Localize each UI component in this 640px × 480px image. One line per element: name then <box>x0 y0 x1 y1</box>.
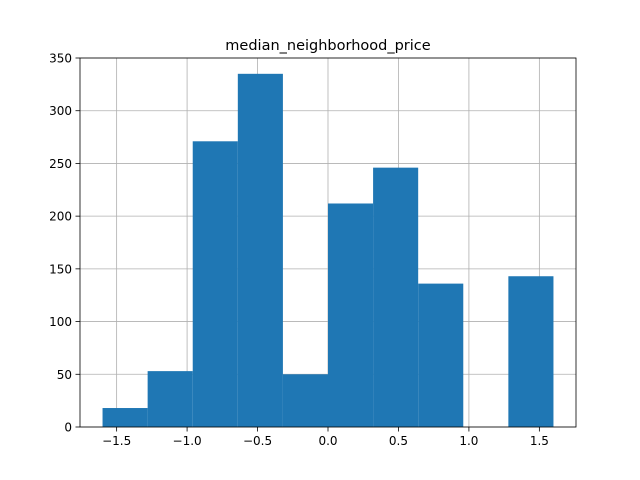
histogram-bars <box>102 73 554 428</box>
x-tick-label: 0.0 <box>318 434 337 448</box>
histogram-bar <box>328 203 374 427</box>
x-tick-label: 1.0 <box>459 434 478 448</box>
y-tick-label: 350 <box>49 52 72 66</box>
histogram-bar <box>418 283 464 427</box>
x-tick-label: 0.5 <box>389 434 408 448</box>
x-tick-label: 1.5 <box>530 434 549 448</box>
histogram-bar <box>237 73 283 428</box>
y-tick-label: 150 <box>49 262 72 276</box>
histogram-bar <box>282 374 328 427</box>
y-tick-label: 50 <box>57 368 72 382</box>
chart-title: median_neighborhood_price <box>225 38 430 54</box>
x-tick-label: −1.0 <box>173 434 202 448</box>
histogram-bar <box>373 167 419 427</box>
histogram-bar <box>102 408 148 427</box>
y-tick-label: 300 <box>49 104 72 118</box>
x-tick-label: −1.5 <box>102 434 131 448</box>
y-tick-label: 250 <box>49 157 72 171</box>
histogram-bar <box>147 371 193 427</box>
tick-marks-and-labels: −1.5 −1.0 −0.5 0.0 0.5 1.0 1.5 0 50 100 150 200 250 3… <box>49 52 549 449</box>
histogram-bar <box>508 276 554 427</box>
histogram-bar <box>192 141 238 427</box>
x-tick-label: −0.5 <box>243 434 272 448</box>
y-tick-label: 0 <box>64 421 72 435</box>
y-tick-label: 100 <box>49 315 72 329</box>
y-tick-label: 200 <box>49 210 72 224</box>
